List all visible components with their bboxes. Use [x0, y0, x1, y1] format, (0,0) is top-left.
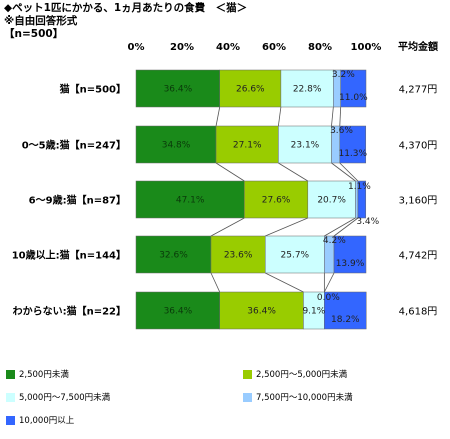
bar-segment: [307, 180, 356, 219]
average-value: 4,618円: [399, 307, 438, 318]
connector-line: [277, 106, 282, 127]
data-label: 3.4%: [356, 217, 379, 227]
legend-swatch: [243, 369, 252, 379]
bar-segment: [280, 69, 334, 108]
data-label: 34.8%: [162, 141, 191, 151]
legend-swatch: [6, 415, 15, 425]
connector-line: [324, 272, 335, 293]
sample-size: 【n=500】: [4, 28, 64, 40]
legend-item: 10,000円以上: [6, 414, 74, 426]
average-value: 4,742円: [399, 251, 438, 262]
category-label: 6～9歳:猫【n=87】: [29, 194, 126, 207]
connector-line: [339, 106, 342, 127]
data-label: 32.6%: [159, 251, 188, 261]
data-label: 1.1%: [348, 182, 371, 192]
connector-line: [331, 162, 356, 182]
data-label: 36.4%: [164, 307, 193, 317]
x-tick-label: 100%: [351, 42, 382, 53]
connector-line: [278, 162, 309, 182]
connector-line: [339, 162, 359, 182]
legend-swatch: [6, 392, 15, 402]
bar-segment: [215, 125, 279, 164]
data-label: 23.6%: [224, 251, 253, 261]
bar-segment: [135, 291, 220, 330]
bar-segment: [265, 235, 325, 274]
data-label: 36.4%: [164, 85, 193, 95]
connector-line: [331, 106, 334, 127]
data-label: 11.3%: [338, 149, 367, 159]
legend-item: 7,500円～10,000円未満: [243, 391, 353, 403]
data-label: 13.9%: [336, 259, 365, 269]
data-label: 9.1%: [302, 307, 325, 317]
data-label: 4.2%: [323, 236, 346, 246]
bar-segment: [244, 180, 309, 219]
bar-segment: [278, 125, 332, 164]
category-label: わからない:猫【n=22】: [13, 305, 126, 318]
connector-line: [265, 272, 304, 293]
chart-title: ◆ペット1匹にかかる、1ヵ月あたりの食費 ＜猫＞: [4, 2, 248, 14]
x-tick-label: 0%: [128, 42, 145, 53]
category-label: 0～5歳:猫【n=247】: [22, 139, 126, 152]
data-label: 11.0%: [339, 93, 368, 103]
bar-segment: [219, 69, 282, 108]
data-label: 20.7%: [317, 196, 346, 206]
legend-label: 2,500円～5,000円未満: [256, 370, 348, 380]
legend-label: 10,000円以上: [19, 416, 75, 426]
legend-swatch: [6, 369, 15, 379]
legend-label: 2,500円未満: [19, 370, 69, 380]
data-label: 3.6%: [330, 126, 353, 136]
bar-segment: [210, 235, 266, 274]
average-header: 平均金額: [398, 40, 438, 53]
data-label: 0.0%: [317, 293, 340, 303]
data-label: 26.6%: [236, 85, 265, 95]
connector-line: [210, 272, 221, 293]
legend-label: 5,000円～7,500円未満: [19, 393, 111, 403]
average-value: 4,277円: [399, 85, 438, 96]
connector-line: [215, 162, 245, 182]
data-label: 23.1%: [291, 141, 320, 151]
data-label: 27.6%: [262, 196, 291, 206]
data-label: 36.4%: [247, 307, 276, 317]
legend-item: 2,500円未満: [6, 368, 69, 380]
x-tick-label: 80%: [308, 42, 332, 53]
bar-segment: [135, 69, 220, 108]
data-label: 3.2%: [332, 70, 355, 80]
x-tick-label: 20%: [170, 42, 194, 53]
bar-segment: [357, 180, 367, 219]
data-label: 27.1%: [233, 141, 262, 151]
connector-line: [324, 217, 356, 237]
legend-swatch: [243, 392, 252, 402]
x-tick-label: 40%: [216, 42, 240, 53]
average-value: 4,370円: [399, 141, 438, 152]
average-value: 3,160円: [399, 196, 438, 207]
bar-segment: [324, 291, 367, 330]
category-label: 猫【n=500】: [60, 83, 126, 96]
bar-segment: [219, 291, 304, 330]
chart-subtitle: ※自由回答形式: [4, 15, 78, 27]
connector-line: [215, 106, 221, 127]
data-label: 25.7%: [281, 251, 310, 261]
connector-line: [265, 217, 308, 237]
x-tick-label: 60%: [262, 42, 286, 53]
bar-segment: [135, 180, 245, 219]
connector-line: [333, 217, 359, 237]
legend-item: 5,000円～7,500円未満: [6, 391, 110, 403]
data-label: 47.1%: [176, 196, 205, 206]
data-label: 22.8%: [293, 85, 322, 95]
data-label: 18.2%: [331, 315, 360, 325]
connector-line: [210, 217, 245, 237]
bar-segment: [135, 125, 217, 164]
bar-segment: [135, 235, 212, 274]
bar-segment: [340, 69, 367, 108]
legend-item: 2,500円～5,000円未満: [243, 368, 347, 380]
legend-label: 7,500円～10,000円未満: [256, 393, 353, 403]
bar-segment: [333, 235, 367, 274]
bar-segment: [339, 125, 367, 164]
category-label: 10歳以上:猫【n=144】: [12, 249, 126, 262]
